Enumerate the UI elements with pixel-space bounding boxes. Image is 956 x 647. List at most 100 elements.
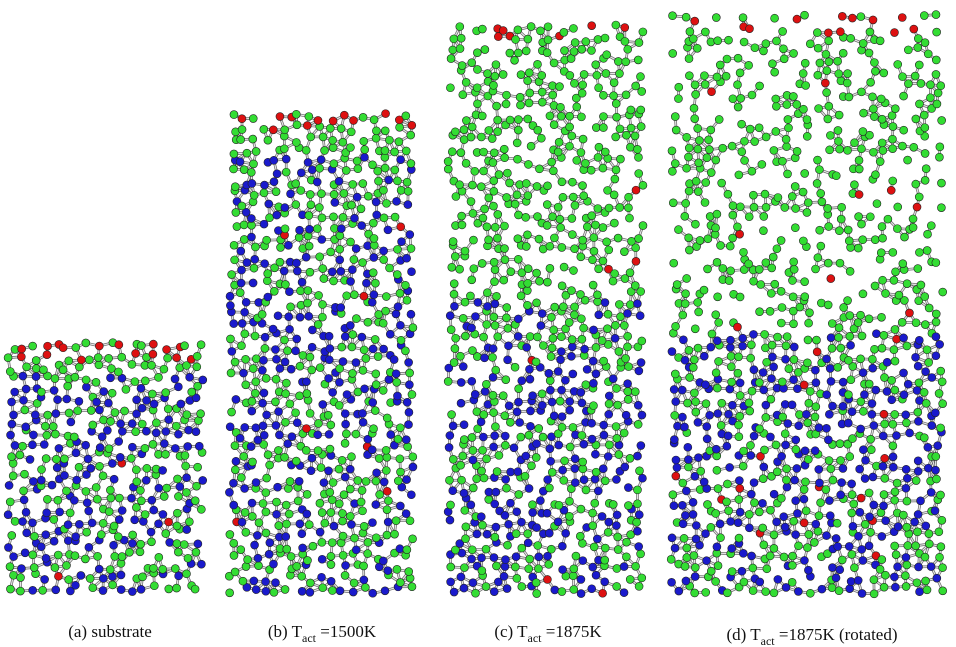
atom (261, 344, 269, 352)
atom (259, 399, 267, 407)
atom (93, 398, 101, 406)
atom (336, 256, 344, 264)
atom (82, 339, 90, 347)
atom (4, 511, 12, 519)
atom (50, 515, 58, 523)
atom (238, 319, 246, 327)
atom (238, 266, 246, 274)
atom (339, 532, 347, 540)
atom (383, 453, 391, 461)
atom (199, 476, 207, 484)
atom (299, 544, 307, 552)
atom (56, 508, 64, 516)
atom (350, 214, 358, 222)
atom (262, 529, 270, 537)
atom (263, 411, 271, 419)
atom (314, 431, 322, 439)
atom (72, 344, 80, 352)
atom (70, 496, 78, 504)
atom (298, 587, 306, 595)
atom (177, 400, 185, 408)
atom (159, 466, 167, 474)
atom (325, 332, 333, 340)
atom (336, 232, 344, 240)
atom (72, 533, 80, 541)
atom (131, 516, 139, 524)
atom (171, 444, 179, 452)
atom (372, 370, 380, 378)
atom (251, 255, 259, 263)
atom (149, 340, 157, 348)
atom (346, 485, 354, 493)
atom (293, 267, 301, 275)
atom (247, 443, 255, 451)
atom (340, 491, 348, 499)
atom (94, 354, 102, 362)
atom (231, 442, 239, 450)
atom (50, 537, 58, 545)
atom (263, 277, 271, 285)
atom (239, 577, 247, 585)
atom (70, 433, 78, 441)
atom (409, 535, 417, 543)
atom (231, 358, 239, 366)
atom (92, 483, 100, 491)
atom (307, 467, 315, 475)
atom (81, 555, 89, 563)
atom (21, 549, 29, 557)
atom (241, 423, 249, 431)
atom (342, 430, 350, 438)
atom (302, 424, 310, 432)
atom (38, 465, 46, 473)
atom (296, 226, 304, 234)
atom (232, 208, 240, 216)
atom (368, 298, 376, 306)
atom (149, 564, 157, 572)
atom (82, 487, 90, 495)
atom (104, 399, 112, 407)
atom (408, 583, 416, 591)
atom (226, 302, 234, 310)
atom (335, 378, 343, 386)
atom (405, 358, 413, 366)
atom (321, 519, 329, 527)
atom (83, 528, 91, 536)
atom (142, 427, 150, 435)
atom (327, 421, 335, 429)
atom (65, 576, 73, 584)
atom (52, 586, 60, 594)
atom (100, 388, 108, 396)
atom (275, 408, 283, 416)
atom (295, 477, 303, 485)
atom (263, 474, 271, 482)
atom (154, 520, 162, 528)
atom (137, 384, 145, 392)
atom (360, 522, 368, 530)
atoms (4, 339, 207, 596)
atom (141, 444, 149, 452)
atom (136, 486, 144, 494)
atom (29, 586, 37, 594)
atom (42, 554, 50, 562)
atom (403, 296, 411, 304)
atom (292, 347, 300, 355)
atom (165, 416, 173, 424)
atom (141, 510, 149, 518)
atom (393, 378, 401, 386)
atom (396, 289, 404, 297)
atom (383, 487, 391, 495)
atom (152, 419, 160, 427)
atom (266, 461, 274, 469)
atom (386, 330, 394, 338)
atom (17, 353, 25, 361)
atom (114, 533, 122, 541)
atom (346, 512, 354, 520)
atom (327, 577, 335, 585)
atom (66, 509, 74, 517)
atom (4, 354, 12, 362)
atom (160, 365, 168, 373)
atom (174, 383, 182, 391)
atom (62, 487, 70, 495)
atom (281, 280, 289, 288)
atom (296, 520, 304, 528)
